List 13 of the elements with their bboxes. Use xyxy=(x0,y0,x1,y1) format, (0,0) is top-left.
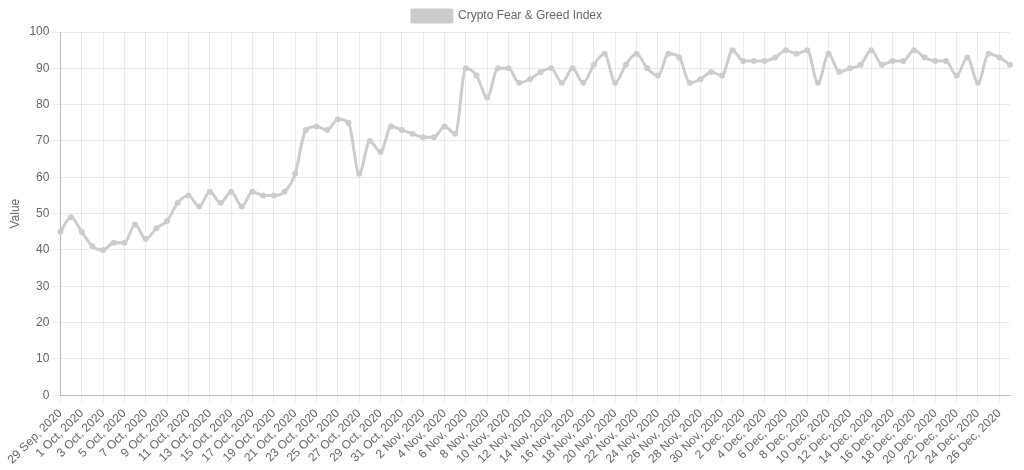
y-tick-label: 30 xyxy=(36,278,50,293)
y-axis-title: Value xyxy=(7,198,22,229)
y-tick-label: 0 xyxy=(42,387,50,402)
y-tick-label: 90 xyxy=(36,60,50,75)
y-tick-label: 80 xyxy=(36,96,50,111)
y-tick-label: 50 xyxy=(36,205,50,220)
y-tick-label: 20 xyxy=(36,314,50,329)
y-tick-label: 40 xyxy=(36,242,50,257)
y-tick-label: 60 xyxy=(36,169,50,184)
y-tick-label: 10 xyxy=(36,351,50,366)
y-tick-label: 100 xyxy=(29,24,50,39)
y-tick-label: 70 xyxy=(36,133,50,148)
legend-label: Crypto Fear & Greed Index xyxy=(457,8,603,23)
